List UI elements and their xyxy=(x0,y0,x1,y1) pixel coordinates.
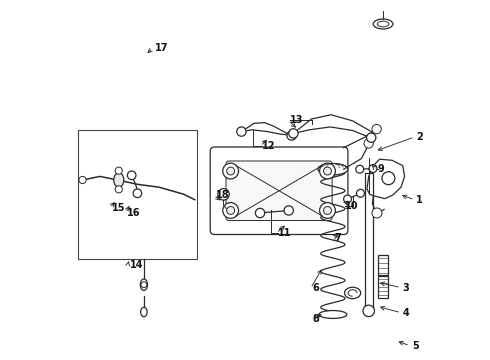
Ellipse shape xyxy=(140,279,147,291)
Circle shape xyxy=(367,133,376,142)
Text: 3: 3 xyxy=(403,283,410,293)
Circle shape xyxy=(343,195,351,203)
Bar xyxy=(365,173,373,309)
Text: 12: 12 xyxy=(262,141,276,151)
Circle shape xyxy=(227,207,235,215)
Ellipse shape xyxy=(319,311,347,319)
Text: 15: 15 xyxy=(112,203,125,213)
Circle shape xyxy=(319,203,335,219)
Ellipse shape xyxy=(318,163,348,175)
Circle shape xyxy=(223,163,239,179)
Text: 16: 16 xyxy=(127,208,141,218)
Circle shape xyxy=(284,206,294,215)
Circle shape xyxy=(364,139,373,148)
Ellipse shape xyxy=(141,307,147,317)
Circle shape xyxy=(319,163,335,179)
Circle shape xyxy=(289,129,298,138)
Bar xyxy=(378,255,388,275)
Ellipse shape xyxy=(373,19,393,29)
Text: 1: 1 xyxy=(416,195,423,205)
Circle shape xyxy=(133,189,142,198)
Circle shape xyxy=(323,207,331,215)
Circle shape xyxy=(287,131,296,140)
Circle shape xyxy=(115,186,122,193)
Circle shape xyxy=(363,305,374,317)
FancyBboxPatch shape xyxy=(226,161,332,221)
Ellipse shape xyxy=(114,173,124,187)
Circle shape xyxy=(382,172,395,185)
Circle shape xyxy=(227,167,235,175)
Circle shape xyxy=(369,165,377,172)
Text: 11: 11 xyxy=(278,228,292,238)
Bar xyxy=(78,130,196,259)
Circle shape xyxy=(356,165,364,173)
Ellipse shape xyxy=(344,287,361,299)
Text: 7: 7 xyxy=(334,233,341,243)
Text: 10: 10 xyxy=(344,201,358,211)
Ellipse shape xyxy=(377,21,389,27)
Text: 4: 4 xyxy=(403,308,410,318)
Circle shape xyxy=(223,203,239,219)
Circle shape xyxy=(141,282,147,288)
Bar xyxy=(378,276,388,298)
Text: 17: 17 xyxy=(155,43,168,53)
Circle shape xyxy=(79,176,86,184)
Circle shape xyxy=(237,127,246,136)
Text: 5: 5 xyxy=(412,341,418,351)
Circle shape xyxy=(127,171,136,180)
Text: 9: 9 xyxy=(378,164,385,174)
Text: 8: 8 xyxy=(313,314,319,324)
Text: 2: 2 xyxy=(416,132,423,142)
Circle shape xyxy=(372,208,382,218)
Circle shape xyxy=(372,125,381,134)
FancyBboxPatch shape xyxy=(210,147,348,234)
Text: 6: 6 xyxy=(313,283,319,293)
Circle shape xyxy=(218,189,229,200)
Text: 18: 18 xyxy=(216,190,229,200)
Circle shape xyxy=(255,208,265,218)
Circle shape xyxy=(323,167,331,175)
Circle shape xyxy=(115,167,122,174)
Text: 14: 14 xyxy=(129,260,143,270)
Circle shape xyxy=(357,189,365,197)
Text: 13: 13 xyxy=(290,115,303,125)
